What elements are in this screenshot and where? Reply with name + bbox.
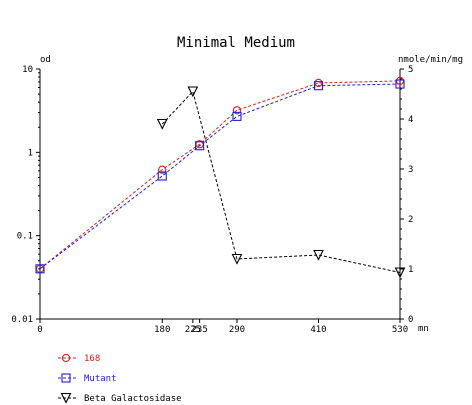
x-tick-label: 235 [191, 325, 207, 335]
data-point-2-0 [156, 118, 168, 130]
legend-label-2: Beta Galactosidase [84, 394, 182, 404]
legend-marker-0 [61, 353, 71, 363]
data-point-2-2 [231, 253, 243, 265]
series-lines [39, 80, 401, 273]
data-point-2-1 [187, 86, 199, 98]
y-right-tick-label: 3 [408, 165, 413, 175]
x-axis-unit-label: mn [418, 324, 429, 334]
y-right-tick-label: 1 [408, 265, 413, 275]
data-point-2-4 [394, 267, 406, 279]
y-left-tick-label: 0.01 [11, 315, 33, 325]
x-tick-label: 0 [37, 325, 42, 335]
data-point-1-0 [35, 264, 45, 274]
legend: 168 Mutant Beta Galactosidase [58, 353, 182, 404]
y-right-tick-label: 5 [408, 65, 413, 75]
data-point-1-5 [395, 79, 405, 89]
y-right-tick-label: 4 [408, 115, 413, 125]
x-tick-label: 180 [154, 325, 170, 335]
legend-marker-2 [60, 392, 72, 404]
y-left-tick-label: 10 [22, 65, 33, 75]
data-point-0-3 [232, 106, 242, 115]
data-point-1-4 [313, 81, 324, 91]
series-line-1 [39, 83, 401, 270]
x-tick-label: 530 [392, 325, 408, 335]
legend-marker-1 [61, 373, 71, 383]
legend-label-0: 168 [84, 354, 100, 364]
x-tick-label: 290 [229, 325, 245, 335]
y-right-tick-label: 0 [408, 315, 413, 325]
y-left-axis-label: od [40, 55, 51, 65]
data-point-0-1 [158, 165, 167, 174]
series-line-0 [39, 80, 401, 270]
x-tick-label: 410 [310, 325, 326, 335]
x-tick-label: 225 [185, 325, 201, 335]
data-point-2-3 [313, 249, 324, 261]
y-left-tick-label: 1 [28, 148, 33, 158]
data-point-1-3 [232, 111, 242, 121]
series-line-2 [161, 90, 401, 273]
y-right-tick-label: 2 [408, 215, 413, 225]
y-left-tick-label: 0.1 [17, 232, 33, 242]
data-point-1-1 [157, 171, 167, 181]
chart-title: Minimal Medium [177, 35, 295, 51]
legend-label-1: Mutant [84, 374, 117, 384]
y-right-axis-label: nmole/min/mg [398, 55, 463, 65]
data-point-1-2 [195, 141, 205, 151]
series-markers [35, 76, 406, 279]
